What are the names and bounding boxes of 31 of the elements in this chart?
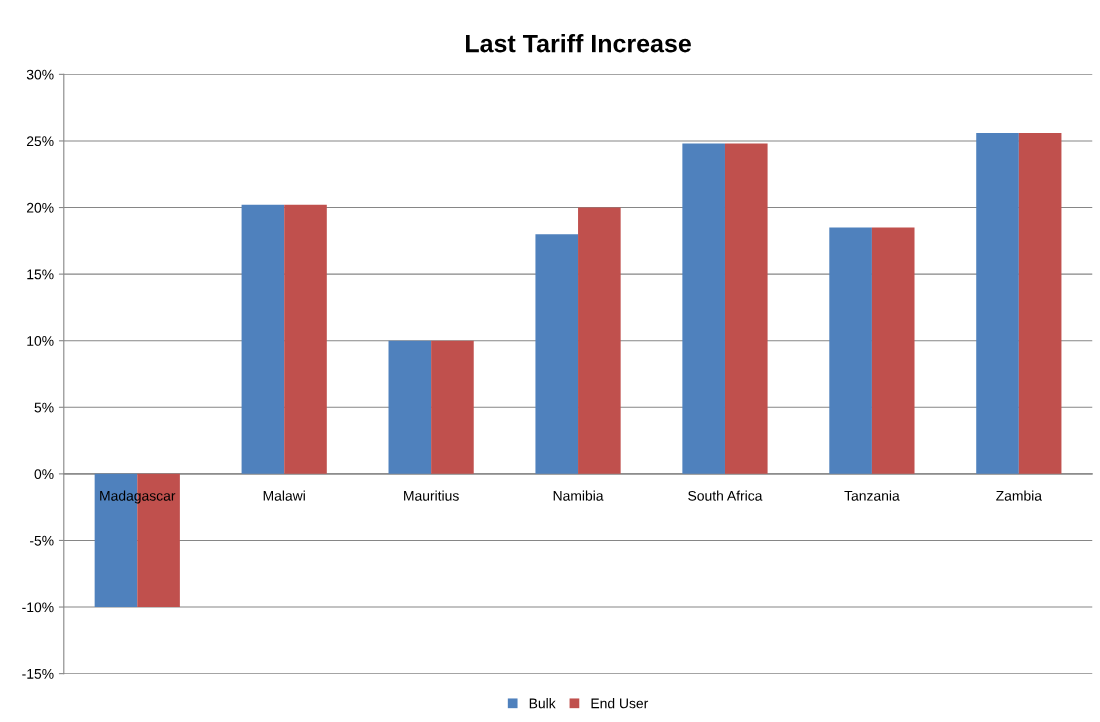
y-tick-label: 15% xyxy=(27,269,54,280)
y-tick-label: 25% xyxy=(26,136,54,147)
bar xyxy=(829,227,872,474)
x-tick-label: Tanzania xyxy=(844,490,900,501)
bar xyxy=(976,132,1019,474)
bar xyxy=(682,143,725,474)
y-tick-label: -15% xyxy=(22,669,54,679)
y-tick-label: 10% xyxy=(27,336,54,346)
y-tick-label: 20% xyxy=(26,202,54,213)
bar xyxy=(578,207,621,474)
y-tick-label: 0% xyxy=(34,469,54,480)
chart-title: Last Tariff Increase xyxy=(466,34,691,53)
x-tick-label: Zambia xyxy=(996,490,1042,501)
bar xyxy=(388,340,432,474)
legend-label: End User xyxy=(591,698,649,709)
y-tick-label: -10% xyxy=(22,602,54,613)
bar xyxy=(284,204,327,474)
bar xyxy=(724,143,768,474)
x-tick-label: South Africa xyxy=(688,490,763,501)
x-tick-label: Namibia xyxy=(553,490,604,501)
legend-label: Bulk xyxy=(529,698,556,709)
bar xyxy=(241,204,285,474)
y-tick-label: -5% xyxy=(30,535,54,546)
bar xyxy=(431,340,474,474)
bar xyxy=(871,227,915,474)
bar xyxy=(535,234,579,474)
x-tick-label: Mauritius xyxy=(404,490,459,501)
bar xyxy=(1018,132,1062,474)
y-tick-label: 30% xyxy=(26,69,54,80)
y-tick-label: 5% xyxy=(34,402,54,413)
x-tick-label: Malawi xyxy=(263,490,305,501)
